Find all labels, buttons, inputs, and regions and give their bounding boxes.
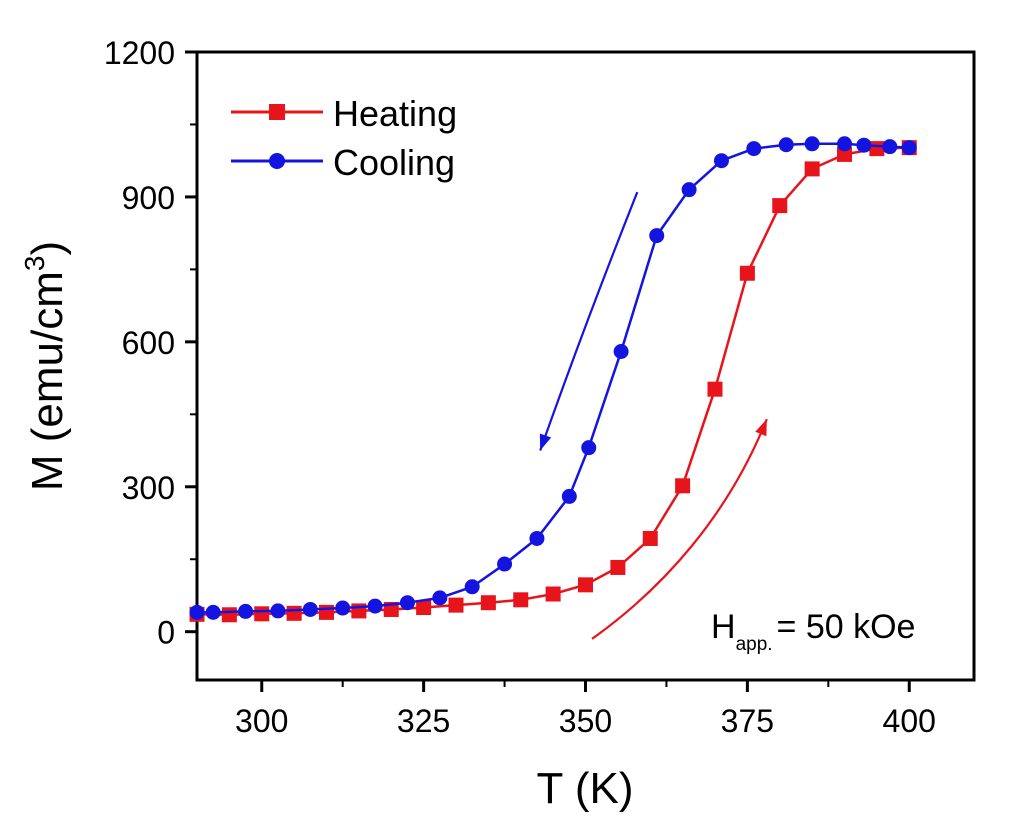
heating-point bbox=[513, 592, 529, 608]
legend-cooling-marker bbox=[269, 153, 285, 169]
x-tick-label: 350 bbox=[559, 703, 612, 739]
heating-point bbox=[480, 595, 496, 611]
direction-arrows bbox=[539, 191, 768, 640]
cooling-point bbox=[901, 140, 917, 156]
heating-point bbox=[578, 577, 593, 593]
cooling-point bbox=[399, 595, 415, 611]
cooling-arrow-head bbox=[539, 433, 552, 451]
heating-point bbox=[254, 606, 270, 622]
cooling-point bbox=[367, 598, 383, 614]
x-tick-label: 375 bbox=[721, 703, 774, 739]
cooling-point bbox=[837, 136, 852, 152]
cooling-point bbox=[529, 530, 545, 546]
axis-ticks bbox=[185, 50, 911, 692]
heating-point bbox=[416, 600, 432, 616]
cooling-point bbox=[882, 139, 898, 155]
heating-point bbox=[642, 530, 658, 546]
heating-point bbox=[804, 161, 820, 177]
cooling-point bbox=[804, 136, 820, 152]
cooling-point bbox=[581, 440, 597, 456]
x-tick-labels: 300 325 350 375 400 bbox=[235, 703, 936, 739]
legend-heating-marker bbox=[269, 104, 285, 120]
cooling-point bbox=[497, 556, 513, 572]
field-annotation: Happ. = 50 kOe bbox=[711, 608, 915, 655]
y-axis-label: M (emu/cm3) bbox=[19, 241, 72, 491]
heating-point bbox=[448, 597, 464, 613]
x-tick-label: 325 bbox=[397, 703, 450, 739]
cooling-point bbox=[778, 137, 794, 153]
heating-point bbox=[772, 198, 788, 214]
y-tick-label: 0 bbox=[157, 615, 175, 651]
y-tick-label: 1200 bbox=[104, 35, 175, 71]
cooling-point bbox=[302, 601, 318, 617]
data-series bbox=[189, 136, 917, 623]
legend-cooling-label: Cooling bbox=[333, 142, 455, 183]
cooling-point bbox=[613, 344, 629, 360]
heating-point bbox=[221, 607, 237, 623]
cooling-point bbox=[335, 600, 351, 616]
heating-point bbox=[869, 141, 885, 157]
y-tick-label: 900 bbox=[122, 180, 175, 216]
cooling-line bbox=[197, 142, 910, 614]
cooling-point bbox=[270, 603, 286, 619]
x-tick-label: 300 bbox=[235, 703, 288, 739]
y-tick-label: 600 bbox=[122, 325, 175, 361]
legend: Heating Cooling bbox=[231, 93, 457, 183]
heating-point bbox=[837, 146, 852, 162]
heating-point bbox=[707, 381, 723, 397]
heating-arrow-head bbox=[755, 419, 767, 437]
y-tick-labels: 0 300 600 900 1200 bbox=[104, 35, 175, 651]
cooling-point bbox=[205, 604, 221, 620]
y-tick-label: 300 bbox=[122, 470, 175, 506]
heating-point bbox=[610, 559, 626, 575]
heating-point bbox=[545, 586, 561, 602]
heating-point bbox=[675, 478, 691, 494]
heating-point bbox=[319, 604, 334, 620]
cooling-point bbox=[746, 141, 762, 157]
cooling-point bbox=[238, 603, 254, 619]
legend-heating-label: Heating bbox=[333, 93, 457, 134]
cooling-point bbox=[561, 488, 577, 504]
cooling-arrow-path bbox=[539, 191, 639, 451]
cooling-point bbox=[713, 153, 729, 169]
x-tick-label: 400 bbox=[883, 703, 936, 739]
cooling-point bbox=[856, 137, 872, 153]
cooling-point bbox=[681, 182, 697, 198]
heating-point bbox=[739, 265, 755, 281]
cooling-point bbox=[649, 228, 665, 244]
heating-line bbox=[196, 146, 910, 617]
x-axis-label: T (K) bbox=[537, 764, 634, 813]
cooling-point bbox=[189, 604, 205, 620]
heating-point bbox=[286, 605, 302, 621]
heating-arrow-path bbox=[591, 418, 768, 640]
cooling-point bbox=[432, 590, 448, 606]
cooling-point bbox=[464, 579, 480, 595]
